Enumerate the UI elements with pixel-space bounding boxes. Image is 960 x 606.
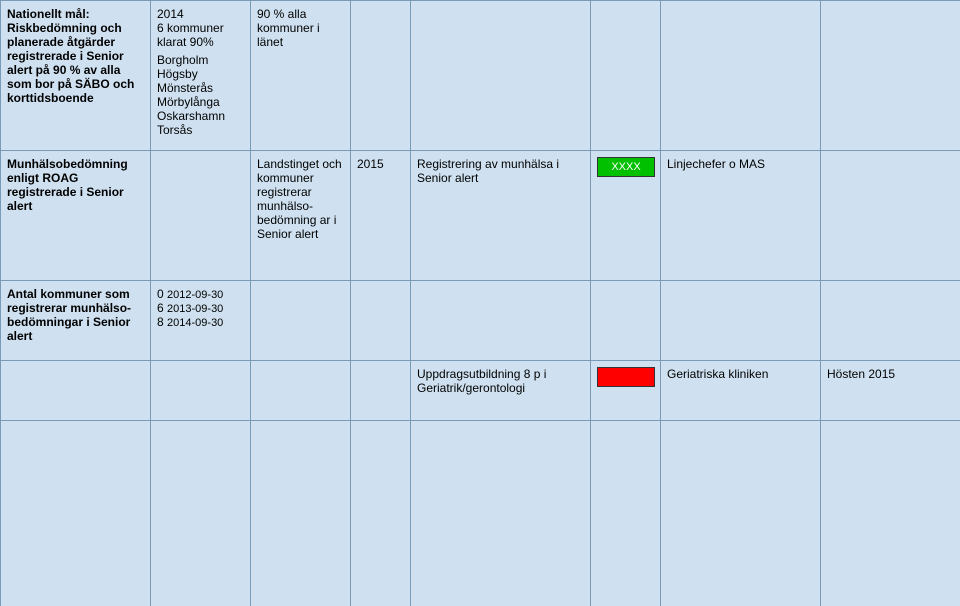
cell — [251, 281, 351, 361]
count-line: 6 2013-09-30 — [157, 301, 244, 315]
plan-table: Nationellt mål: Riskbedömning och planer… — [0, 0, 960, 606]
cell — [661, 281, 821, 361]
cell-target: 90 % alla kommuner i länet — [251, 1, 351, 151]
responsible-text: Linjechefer o MAS — [667, 157, 765, 171]
cell-responsible: Linjechefer o MAS — [661, 151, 821, 281]
table-row: Uppdragsutbildning 8 p i Geriatrik/geron… — [1, 361, 960, 421]
indicator-text: Uppdragsutbildning 8 p i Geriatrik/geron… — [417, 367, 546, 395]
count-n: 6 — [157, 301, 164, 315]
goal-text: Munhälsobedömning enligt ROAG registrera… — [7, 157, 128, 213]
cell — [251, 361, 351, 421]
cell — [661, 1, 821, 151]
indicator-text: Registrering av munhälsa i Senior alert — [417, 157, 559, 185]
when-text: Hösten 2015 — [827, 367, 895, 381]
count-n: 8 — [157, 315, 164, 329]
cell-status-swatch — [591, 361, 661, 421]
count-line: 8 2014-09-30 — [157, 315, 244, 329]
responsible-text: Geriatriska kliniken — [667, 367, 768, 381]
action-text: Landstinget och kommuner registrerar mun… — [257, 157, 342, 241]
cell — [1, 361, 151, 421]
cell — [591, 1, 661, 151]
cell-goal: Munhälsobedömning enligt ROAG registrera… — [1, 151, 151, 281]
cell — [821, 1, 960, 151]
cell — [821, 281, 960, 361]
count-date: 2014-09-30 — [167, 317, 223, 329]
cell — [821, 151, 960, 281]
year-text: 2015 — [357, 157, 384, 171]
cell — [411, 1, 591, 151]
table-row: Munhälsobedömning enligt ROAG registrera… — [1, 151, 960, 281]
cell — [151, 361, 251, 421]
status-2014-list: Borgholm Högsby Mönsterås Mörbylånga Osk… — [157, 53, 244, 137]
count-date: 2012-09-30 — [167, 289, 223, 301]
status-swatch-green: XXXX — [597, 157, 655, 177]
cell-status-2014: 2014 6 kommuner klarat 90% Borgholm Högs… — [151, 1, 251, 151]
cell — [591, 281, 661, 361]
cell-goal: Antal kommuner som registrerar munhälso­… — [1, 281, 151, 361]
table-row — [1, 421, 960, 606]
cell-counts: 0 2012-09-30 6 2013-09-30 8 2014-09-30 — [151, 281, 251, 361]
table-row: Antal kommuner som registrerar munhälso­… — [1, 281, 960, 361]
count-line: 0 2012-09-30 — [157, 287, 244, 301]
cell-action: Landstinget och kommuner registrerar mun… — [251, 151, 351, 281]
cell-indicator: Registrering av munhälsa i Senior alert — [411, 151, 591, 281]
table-row: Nationellt mål: Riskbedömning och planer… — [1, 1, 960, 151]
cell-year: 2015 — [351, 151, 411, 281]
cell — [351, 281, 411, 361]
goal-text: Nationellt mål: Riskbedömning och planer… — [7, 7, 134, 105]
cell-responsible: Geriatriska kliniken — [661, 361, 821, 421]
cell — [411, 281, 591, 361]
cell — [351, 1, 411, 151]
cell-indicator: Uppdragsutbildning 8 p i Geriatrik/geron… — [411, 361, 591, 421]
cell — [351, 361, 411, 421]
count-n: 0 — [157, 287, 164, 301]
cell — [151, 151, 251, 281]
status-swatch-red — [597, 367, 655, 387]
cell-when: Hösten 2015 — [821, 361, 960, 421]
goal-text: Antal kommuner som registrerar munhälso­… — [7, 287, 131, 343]
status-2014-top: 2014 6 kommuner klarat 90% — [157, 7, 244, 49]
count-date: 2013-09-30 — [167, 303, 223, 315]
cell-goal: Nationellt mål: Riskbedömning och planer… — [1, 1, 151, 151]
target-text: 90 % alla kommuner i länet — [257, 7, 320, 49]
cell-status-swatch: XXXX — [591, 151, 661, 281]
